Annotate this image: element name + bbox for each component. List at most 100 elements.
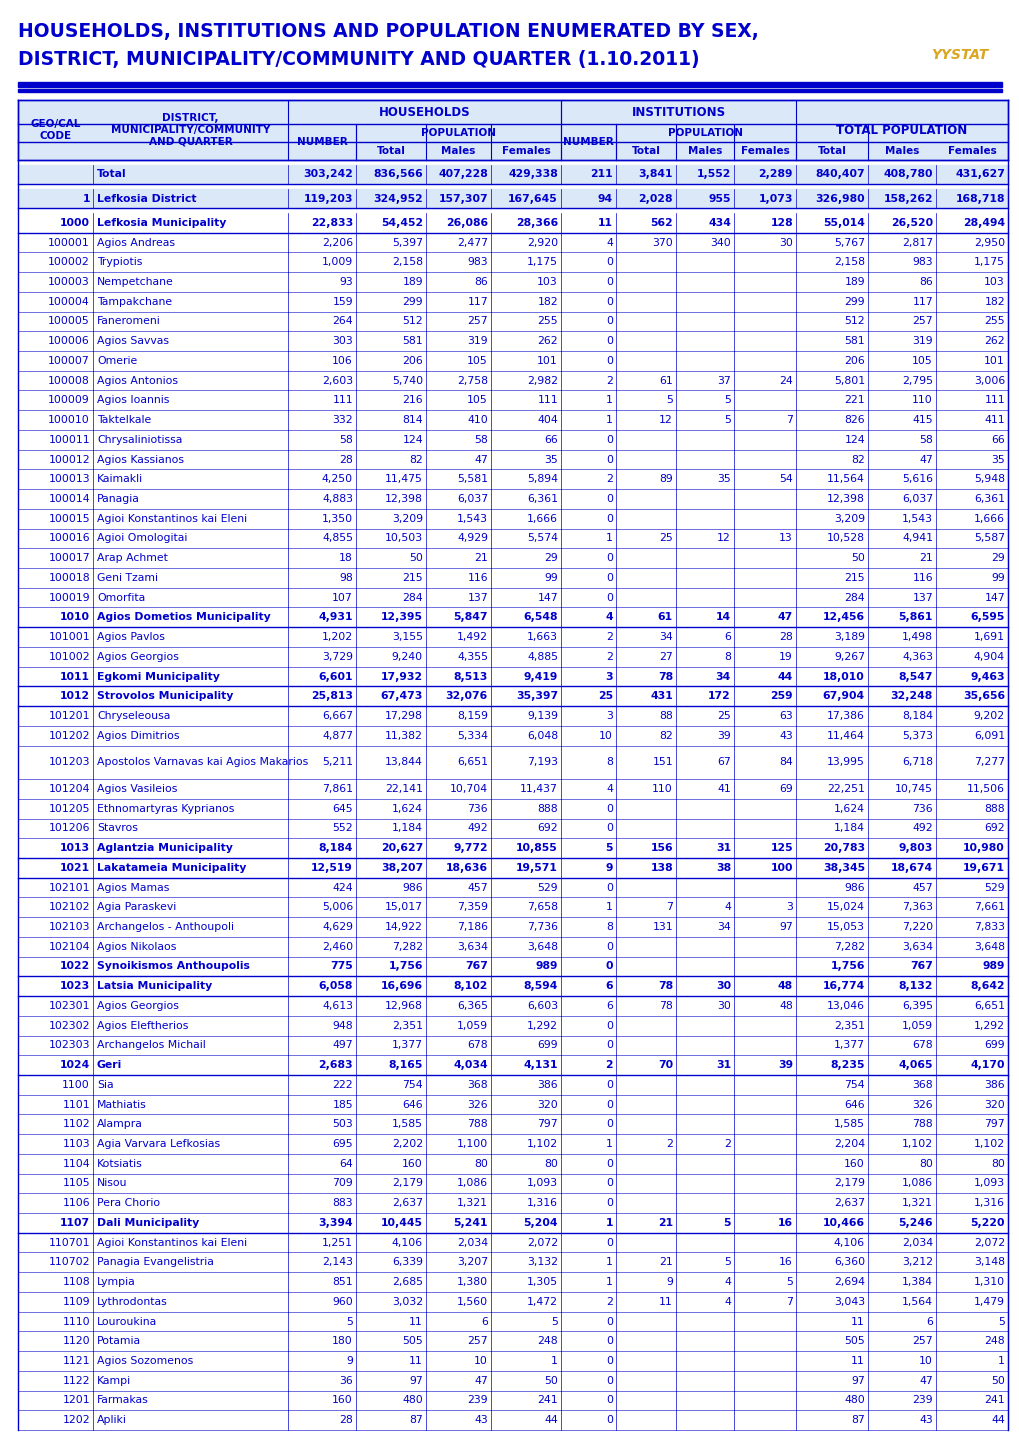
Text: 2,179: 2,179 [391, 1179, 423, 1189]
Text: 7,282: 7,282 [834, 942, 864, 951]
Bar [18, 189, 1007, 209]
Text: 44: 44 [990, 1415, 1004, 1425]
Text: 5,397: 5,397 [391, 238, 423, 248]
Text: 128: 128 [769, 218, 792, 228]
Text: 3,212: 3,212 [901, 1258, 932, 1267]
Text: 2,817: 2,817 [901, 238, 932, 248]
Text: 1,663: 1,663 [527, 633, 557, 643]
Text: 189: 189 [401, 277, 423, 287]
Text: 2: 2 [605, 1297, 612, 1307]
Text: 100006: 100006 [48, 336, 90, 346]
Text: 11: 11 [851, 1356, 864, 1366]
Bar [18, 798, 1007, 818]
Text: 88: 88 [658, 710, 673, 720]
Text: 100017: 100017 [48, 553, 90, 563]
Text: 503: 503 [332, 1120, 353, 1130]
Text: 61: 61 [657, 612, 673, 623]
Text: 4,929: 4,929 [457, 533, 487, 543]
Text: 6,091: 6,091 [973, 731, 1004, 741]
Text: 0: 0 [605, 336, 612, 346]
Text: 8,594: 8,594 [523, 981, 557, 991]
Text: 1022: 1022 [60, 961, 90, 971]
Text: 5: 5 [998, 1317, 1004, 1327]
Text: 12,519: 12,519 [311, 863, 353, 873]
Bar [18, 686, 1007, 706]
Text: 2,603: 2,603 [322, 376, 353, 386]
Text: 1,073: 1,073 [758, 193, 792, 203]
Text: 101205: 101205 [49, 804, 90, 814]
Text: 1,543: 1,543 [457, 513, 487, 523]
Text: Taktelkale: Taktelkale [97, 415, 151, 425]
Text: 100015: 100015 [48, 513, 90, 523]
Text: 216: 216 [401, 395, 423, 405]
Text: 10: 10 [918, 1356, 932, 1366]
Bar [18, 937, 1007, 957]
Text: 1: 1 [605, 1258, 612, 1267]
Text: 39: 39 [716, 731, 731, 741]
Text: Males: Males [441, 146, 475, 156]
Text: 172: 172 [707, 692, 731, 702]
Text: 0: 0 [605, 1376, 612, 1386]
Text: 1,479: 1,479 [973, 1297, 1004, 1307]
Text: 8,159: 8,159 [457, 710, 487, 720]
Text: 4,170: 4,170 [969, 1061, 1004, 1071]
Text: 31: 31 [715, 843, 731, 853]
Text: NUMBER: NUMBER [562, 137, 613, 147]
Text: 125: 125 [769, 843, 792, 853]
Text: 408,780: 408,780 [882, 170, 932, 179]
Text: 215: 215 [401, 574, 423, 584]
Bar [18, 627, 1007, 647]
Bar [18, 667, 1007, 686]
Text: 1,560: 1,560 [457, 1297, 487, 1307]
Text: 34: 34 [658, 633, 673, 643]
Text: Panagia Evangelistria: Panagia Evangelistria [97, 1258, 214, 1267]
Text: 1109: 1109 [62, 1297, 90, 1307]
Text: 0: 0 [605, 258, 612, 267]
Text: 100018: 100018 [48, 574, 90, 584]
Text: 5,894: 5,894 [527, 474, 557, 484]
Text: Lympia: Lympia [97, 1277, 136, 1287]
Text: 0: 0 [605, 1238, 612, 1248]
Text: 2,683: 2,683 [318, 1061, 353, 1071]
Text: Apliki: Apliki [97, 1415, 126, 1425]
Text: 78: 78 [658, 1001, 673, 1012]
Text: 7,186: 7,186 [457, 922, 487, 932]
Text: 1,316: 1,316 [527, 1197, 557, 1208]
Text: Kotsiatis: Kotsiatis [97, 1159, 143, 1169]
Text: 30: 30 [716, 1001, 731, 1012]
Bar [18, 529, 1007, 548]
Bar [18, 568, 1007, 588]
Text: 678: 678 [467, 1040, 487, 1050]
Text: 736: 736 [467, 804, 487, 814]
Text: 4,941: 4,941 [901, 533, 932, 543]
Text: Agioi Konstantinos kai Eleni: Agioi Konstantinos kai Eleni [97, 1238, 247, 1248]
Text: 18,636: 18,636 [445, 863, 487, 873]
Text: 1121: 1121 [62, 1356, 90, 1366]
Text: 16: 16 [777, 1218, 792, 1228]
Text: 105: 105 [467, 356, 487, 366]
Text: 239: 239 [911, 1395, 932, 1405]
Text: 429,338: 429,338 [507, 170, 557, 179]
Text: 182: 182 [537, 297, 557, 307]
Text: 1013: 1013 [60, 843, 90, 853]
Text: 0: 0 [605, 882, 612, 892]
Text: 983: 983 [467, 258, 487, 267]
Text: 7,833: 7,833 [973, 922, 1004, 932]
Text: 303,242: 303,242 [303, 170, 353, 179]
Text: 255: 255 [537, 317, 557, 327]
Text: 319: 319 [467, 336, 487, 346]
Text: 10,466: 10,466 [822, 1218, 864, 1228]
Text: 797: 797 [983, 1120, 1004, 1130]
Text: 319: 319 [911, 336, 932, 346]
Bar [18, 1193, 1007, 1213]
Text: 2,072: 2,072 [527, 1238, 557, 1248]
Text: 262: 262 [983, 336, 1004, 346]
Text: 3,148: 3,148 [973, 1258, 1004, 1267]
Text: 326: 326 [467, 1099, 487, 1110]
Text: 38,207: 38,207 [380, 863, 423, 873]
Bar [18, 647, 1007, 667]
Text: 5: 5 [665, 395, 673, 405]
Text: 9,240: 9,240 [391, 651, 423, 661]
Text: 7,658: 7,658 [527, 902, 557, 912]
Text: 6,037: 6,037 [901, 494, 932, 504]
